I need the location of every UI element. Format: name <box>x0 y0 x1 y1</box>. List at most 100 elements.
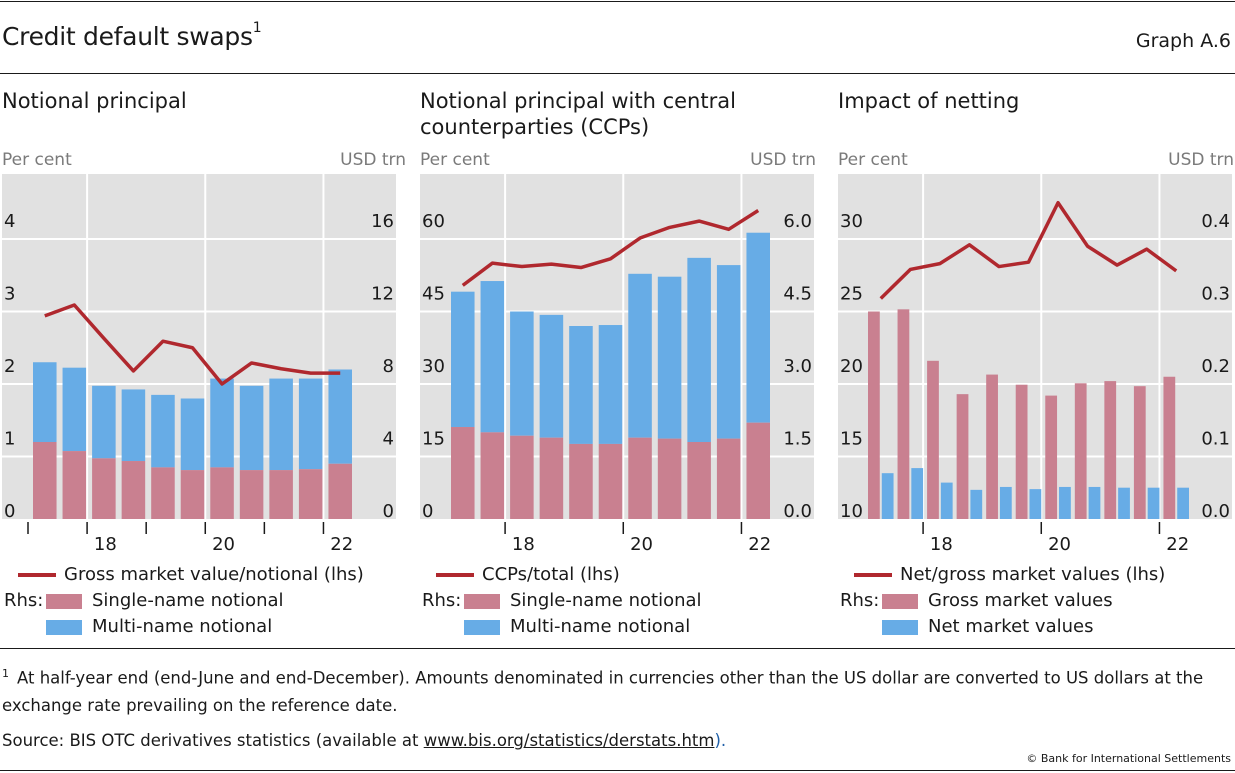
left-axis-unit: Per cent <box>2 150 72 170</box>
bar-single-name <box>480 432 505 519</box>
right-tick-label: 0.3 <box>1201 284 1230 305</box>
panel-impact-of-netting: Impact of netting Per cent USD trn 10 15 2… <box>836 74 1235 637</box>
legend-item-bar2: Multi-name notional <box>422 614 702 640</box>
left-tick-label: 3 <box>4 284 15 305</box>
x-tick-label: 22 <box>330 534 353 555</box>
bar-multi-name <box>687 257 711 442</box>
right-tick-label: 4 <box>383 429 394 450</box>
source-prefix: Source: BIS OTC derivatives statistics (… <box>2 731 424 750</box>
right-tick-label: 12 <box>371 284 394 305</box>
bar-gross-market-values <box>868 311 880 519</box>
bar-net-market-values <box>970 489 983 519</box>
bar-net-market-values <box>940 482 953 519</box>
bar-gross-market-values <box>1045 395 1058 519</box>
line-series <box>44 303 341 386</box>
right-tick-label: 1.5 <box>783 429 812 450</box>
legend-line-swatch <box>436 573 474 577</box>
right-tick-label: 0.0 <box>1201 501 1230 522</box>
bar-single-name <box>510 435 534 519</box>
bar-gross-market-values <box>986 374 998 519</box>
legend-gross-swatch <box>882 593 918 609</box>
bar-multi-name <box>298 378 323 470</box>
right-tick-label: 3.0 <box>783 356 812 377</box>
bar-single-name <box>239 470 264 519</box>
left-tick-label: 0 <box>4 501 15 522</box>
legend-rhs-label: Rhs: <box>840 590 880 611</box>
legend-item-bar1: Rhs: Single-name notional <box>422 588 702 614</box>
source-link[interactable]: www.bis.org/statistics/derstats.htm <box>423 731 715 750</box>
legend: Gross market value/notional (lhs) Rhs: Si… <box>4 562 364 640</box>
right-tick-label: 0.2 <box>1201 356 1230 377</box>
right-tick-label: 8 <box>383 356 394 377</box>
graph-title: Credit default swaps1 <box>2 19 262 51</box>
legend-item-bar2: Multi-name notional <box>4 614 364 640</box>
bar-gross-market-values <box>1015 384 1028 519</box>
left-tick-label: 15 <box>840 429 863 450</box>
line-series <box>879 201 1178 300</box>
bar-single-name <box>33 442 57 519</box>
legend-single-swatch <box>464 593 500 609</box>
left-tick-label: 25 <box>840 284 863 305</box>
footnote-text: At half-year end (end-June and end-Decem… <box>2 668 1204 715</box>
bar-net-market-values <box>881 473 894 519</box>
bar-multi-name <box>239 385 264 471</box>
bar-multi-name <box>210 378 234 468</box>
bar-single-name <box>657 438 682 519</box>
bar-gross-market-values <box>1133 386 1146 519</box>
legend-item-line: CCPs/total (lhs) <box>436 562 702 588</box>
x-tick-label: 20 <box>630 534 653 555</box>
left-tick-label: 10 <box>840 501 863 522</box>
legend-item-line: Net/gross market values (lhs) <box>854 562 1165 588</box>
bar-single-name <box>569 443 593 519</box>
bar-multi-name <box>480 281 505 433</box>
legend-rhs-label: Rhs: <box>422 590 462 611</box>
bar-multi-name <box>628 273 652 438</box>
panel-ccp-notional: Notional principal with central counterp… <box>418 74 818 637</box>
left-tick-label: 30 <box>840 211 863 232</box>
bar-single-name <box>298 469 323 519</box>
bar-gross-market-values <box>1163 376 1176 519</box>
bar-multi-name <box>510 311 534 436</box>
legend: Net/gross market values (lhs) Rhs: Gross … <box>840 562 1165 640</box>
legend-line-swatch <box>18 573 56 577</box>
bottom-rule <box>0 770 1235 771</box>
left-tick-label: 60 <box>422 211 445 232</box>
bar-multi-name <box>92 385 116 459</box>
x-tick-label: 20 <box>1048 534 1071 555</box>
bar-net-market-values <box>1118 487 1130 519</box>
x-tick-label: 18 <box>94 534 117 555</box>
bar-multi-name <box>328 369 352 464</box>
bar-net-market-values <box>1147 487 1160 519</box>
left-tick-label: 15 <box>422 429 445 450</box>
title-rule <box>0 73 1235 74</box>
copyright: © Bank for International Settlements <box>1026 752 1231 765</box>
right-axis-unit: USD trn <box>340 150 406 170</box>
bar-gross-market-values <box>897 309 910 519</box>
left-tick-label: 0 <box>422 501 433 522</box>
legend-bar1-label: Single-name notional <box>510 590 702 611</box>
left-tick-label: 45 <box>422 284 445 305</box>
legend-bar1-label: Single-name notional <box>92 590 284 611</box>
legend-item-bar1: Rhs: Gross market values <box>840 588 1165 614</box>
bar-net-market-values <box>1088 486 1101 519</box>
legend: CCPs/total (lhs) Rhs: Single-name notiona… <box>422 562 702 640</box>
bar-net-market-values <box>1029 489 1042 519</box>
bar-multi-name <box>121 389 146 462</box>
legend-single-swatch <box>46 593 82 609</box>
footnote-marker: 1 <box>2 667 9 680</box>
legend-item-bar1: Rhs: Single-name notional <box>4 588 364 614</box>
bar-single-name <box>210 467 234 519</box>
bar-single-name <box>328 463 352 519</box>
x-tick-label: 22 <box>1166 534 1189 555</box>
graph-number: Graph A.6 <box>1135 30 1231 52</box>
title-footnote-marker: 1 <box>252 19 262 36</box>
bar-multi-name <box>151 394 175 468</box>
right-tick-label: 0 <box>383 501 394 522</box>
legend-net-swatch <box>882 619 918 635</box>
left-axis-unit: Per cent <box>838 150 908 170</box>
right-tick-label: 0.0 <box>783 501 812 522</box>
legend-multi-swatch <box>46 619 82 635</box>
bar-net-market-values <box>1177 487 1189 519</box>
legend-line-label: CCPs/total (lhs) <box>482 564 620 585</box>
right-axis-unit: USD trn <box>1168 150 1234 170</box>
